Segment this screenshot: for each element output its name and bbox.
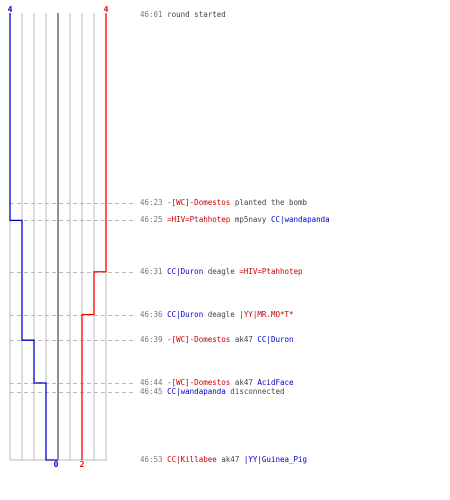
event-text: ak47	[230, 378, 258, 387]
score-labels: 4 4 0 2	[8, 5, 109, 469]
red-player-name: CC|Killabee	[167, 455, 217, 464]
event-time: 46:39	[140, 335, 163, 344]
event-time: 46:25	[140, 215, 163, 224]
red-player-name: |YY|MR.MO*T*	[239, 310, 294, 319]
blue-player-name: CC|Duron	[167, 310, 204, 319]
event-text: deagle	[203, 267, 240, 276]
event-time: 46:53	[140, 455, 163, 464]
event-row: 46:53 CC|Killabee ak47 |YY|Guinea_Pig	[140, 455, 307, 464]
event-text: disconnected	[225, 387, 285, 396]
red-player-name: -[WC]-Domestos	[167, 378, 231, 387]
alive-step-lines	[9, 13, 107, 461]
event-time: 46:01	[140, 10, 163, 19]
blue-start-count: 4	[8, 5, 13, 14]
event-time: 46:31	[140, 267, 163, 276]
event-time: 46:23	[140, 198, 163, 207]
red-player-name: -[WC]-Domestos	[167, 198, 231, 207]
event-row: 46:45 CC|wandapanda disconnected	[140, 387, 285, 396]
event-text: deagle	[203, 310, 240, 319]
event-text: planted the bomb	[230, 198, 308, 207]
event-row: 46:36 CC|Duron deagle |YY|MR.MO*T*	[140, 310, 294, 319]
blue-player-name: CC|Duron	[167, 267, 204, 276]
blue-player-name: AcidFace	[257, 378, 294, 387]
blue-player-name: CC|Duron	[257, 335, 294, 344]
red-team-alive-line	[81, 13, 107, 460]
event-row: 46:44 -[WC]-Domestos ak47 AcidFace	[140, 378, 294, 387]
event-row: 46:25 =HIV=Ptahhotep mp5navy CC|wandapan…	[140, 215, 330, 224]
event-row: 46:01 round started	[140, 10, 226, 19]
event-text: ak47	[216, 455, 244, 464]
blue-player-name: CC|wandapanda	[167, 387, 226, 396]
blue-player-name: CC|wandapanda	[270, 215, 330, 224]
event-time: 46:45	[140, 387, 163, 396]
event-row: 46:39 -[WC]-Domestos ak47 CC|Duron	[140, 335, 294, 344]
blue-end-count: 0	[54, 460, 59, 469]
blue-player-name: |YY|Guinea_Pig	[243, 455, 308, 464]
event-row: 46:31 CC|Duron deagle =HIV=Ptahhotep	[140, 267, 303, 276]
event-text: ak47	[230, 335, 258, 344]
red-end-count: 2	[80, 460, 85, 469]
red-player-name: =HIV=Ptahhotep	[239, 267, 303, 276]
event-text: mp5navy	[230, 215, 271, 224]
red-player-name: =HIV=Ptahhotep	[167, 215, 231, 224]
event-time: 46:44	[140, 378, 163, 387]
event-row: 46:23 -[WC]-Domestos planted the bomb	[140, 198, 307, 207]
red-player-name: -[WC]-Domestos	[167, 335, 231, 344]
event-time: 46:36	[140, 310, 163, 319]
red-start-count: 4	[104, 5, 109, 14]
event-guide-lines	[10, 203, 136, 393]
event-text: round started	[167, 10, 226, 19]
blue-team-alive-line	[9, 13, 58, 461]
